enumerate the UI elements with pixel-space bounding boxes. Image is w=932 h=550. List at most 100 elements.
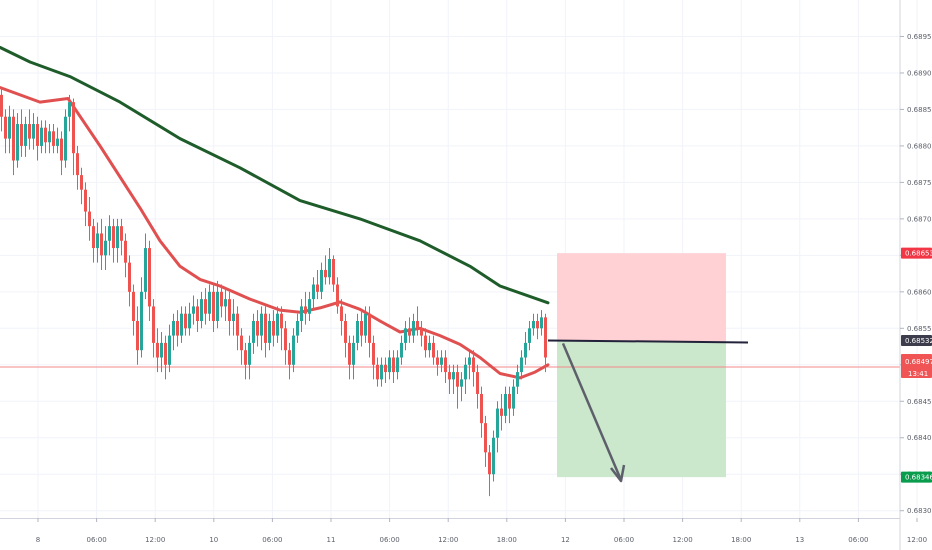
candle (8, 105, 11, 154)
position-zones[interactable] (0, 253, 900, 478)
candle (360, 310, 363, 347)
candle (72, 98, 75, 176)
candle (384, 357, 387, 384)
candle (328, 248, 331, 285)
candle-body (488, 452, 491, 475)
candle (40, 120, 43, 154)
candle-body (252, 321, 255, 343)
candle-body (536, 321, 539, 329)
candle-body (512, 386, 515, 409)
candle-body (484, 423, 487, 453)
time-axis[interactable]: 8 06:00 12:00 10 06:00 11 06:00 12:00 18:00 12 06:… (0, 518, 927, 544)
candle (304, 291, 307, 325)
candle (432, 335, 435, 365)
candle (364, 306, 367, 343)
candle (140, 277, 143, 358)
candle (312, 277, 315, 311)
candle-body (428, 342, 431, 351)
candle (292, 328, 295, 373)
candle (276, 306, 279, 343)
drawing-overlay[interactable] (547, 339, 749, 483)
candle (448, 364, 451, 394)
candle-body (440, 357, 443, 365)
candle-body (336, 284, 339, 307)
candle (52, 124, 55, 154)
candle-body (312, 284, 315, 300)
time-tick-label: 8 (36, 536, 40, 544)
candle (508, 386, 511, 424)
candle-body (340, 306, 343, 322)
candle-body (416, 321, 419, 329)
time-tick-label: 11 (327, 536, 336, 544)
candle-body (224, 299, 227, 307)
time-tick-label: 12 (561, 536, 570, 544)
time-tick-label: 12:00 (438, 536, 458, 544)
candle (308, 291, 311, 322)
candle-body (28, 124, 31, 139)
candle (444, 350, 447, 384)
candle-body (300, 306, 303, 322)
projection-arrow-shaft (561, 342, 623, 481)
candle-body (32, 124, 35, 139)
candle (528, 321, 531, 351)
candle-body (168, 335, 171, 365)
candle (400, 335, 403, 365)
time-tick-label: 10 (209, 536, 218, 544)
candle-body (4, 116, 7, 139)
candle-body (524, 342, 527, 358)
candle-body (480, 393, 483, 424)
candle (64, 109, 67, 168)
candle-body (464, 364, 467, 380)
candle (180, 306, 183, 343)
candle-body (76, 153, 79, 176)
candle-body (124, 240, 127, 263)
candle-body (248, 342, 251, 365)
candle-body (296, 321, 299, 336)
candle (184, 306, 187, 336)
entry-line (547, 339, 749, 344)
candle (324, 255, 327, 285)
candle-body (324, 269, 327, 278)
candle (456, 364, 459, 409)
candle (0, 87, 3, 132)
price-tags: 0.68653 0.68532 0.68497 13:41 0.68346 (901, 247, 932, 483)
candle (160, 331, 163, 373)
candle-body (68, 102, 71, 117)
candle-body (468, 357, 471, 365)
time-tick-label: 06:00 (380, 536, 400, 544)
candle-body (212, 291, 215, 322)
candle (108, 215, 111, 256)
candle-body (24, 124, 27, 146)
candle-body (500, 408, 503, 416)
candle (436, 350, 439, 376)
candle-body (516, 372, 519, 387)
candle (424, 328, 427, 358)
candle (460, 372, 463, 402)
candle-body (544, 317, 547, 358)
candle-body (412, 321, 415, 336)
candle (260, 306, 263, 351)
take-profit-tag: 0.68346 (905, 474, 932, 482)
candle-body (456, 372, 459, 387)
candle-body (180, 313, 183, 336)
candle (48, 124, 51, 154)
projection-arrow-head (610, 464, 626, 483)
time-tick-label: 06:00 (848, 536, 868, 544)
candle (16, 113, 19, 168)
candle-body (136, 321, 139, 351)
candle-body (16, 124, 19, 161)
candle (532, 313, 535, 336)
candle-body (380, 364, 383, 380)
candle (100, 218, 103, 270)
candle (172, 313, 175, 351)
candle (500, 393, 503, 431)
candle (320, 262, 323, 300)
candle (84, 182, 87, 227)
